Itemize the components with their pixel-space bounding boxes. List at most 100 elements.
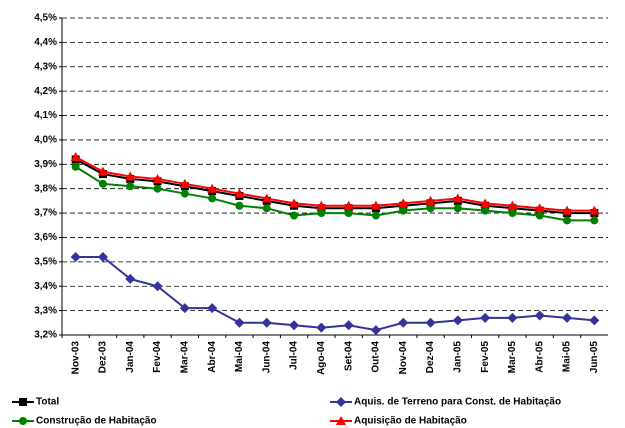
point bbox=[481, 206, 490, 215]
legend-marker bbox=[336, 397, 346, 407]
point bbox=[398, 198, 409, 208]
point bbox=[534, 310, 545, 321]
series-line bbox=[75, 255, 595, 332]
x-tick-label: Fev-05 bbox=[480, 341, 491, 373]
point bbox=[370, 325, 381, 336]
legend-label: Construção de Habitação bbox=[36, 416, 157, 427]
point bbox=[508, 209, 517, 218]
point bbox=[562, 312, 573, 323]
point bbox=[98, 179, 107, 188]
point bbox=[535, 211, 544, 220]
point bbox=[398, 317, 409, 328]
point bbox=[399, 206, 408, 215]
point bbox=[343, 320, 354, 331]
point bbox=[344, 209, 353, 218]
x-tick-label: Mai-05 bbox=[562, 341, 573, 373]
y-tick-label: 4,5% bbox=[34, 13, 57, 24]
y-tick-label: 4,4% bbox=[34, 37, 57, 48]
point bbox=[589, 205, 600, 215]
x-tick-label: Jun-04 bbox=[261, 341, 272, 374]
x-tick-label: Dez-03 bbox=[98, 341, 109, 374]
x-tick-label: Fev-04 bbox=[152, 341, 163, 373]
point bbox=[290, 211, 299, 220]
point bbox=[317, 209, 326, 218]
point bbox=[179, 303, 190, 314]
point bbox=[234, 188, 245, 198]
y-tick-label: 4,1% bbox=[34, 110, 57, 121]
point bbox=[261, 193, 272, 203]
series-line bbox=[75, 165, 595, 222]
point bbox=[316, 200, 327, 210]
series-line bbox=[75, 156, 595, 212]
y-tick-label: 4,3% bbox=[34, 61, 57, 72]
x-tick-label: Mar-05 bbox=[507, 341, 518, 374]
point bbox=[452, 193, 463, 203]
x-tick-label: Ago-04 bbox=[316, 341, 327, 375]
point bbox=[289, 198, 300, 208]
x-tick-label: Jul-04 bbox=[289, 341, 300, 370]
point bbox=[562, 205, 573, 215]
point bbox=[207, 303, 218, 314]
point bbox=[234, 317, 245, 328]
x-tick-label: Out-04 bbox=[371, 341, 382, 373]
y-tick-label: 3,5% bbox=[34, 256, 57, 267]
legend-marker bbox=[336, 416, 346, 425]
x-tick-label: Dez-04 bbox=[425, 341, 436, 374]
point bbox=[70, 251, 81, 262]
x-tick-label: Jan-04 bbox=[125, 341, 136, 373]
legend-marker bbox=[19, 398, 27, 406]
point bbox=[425, 317, 436, 328]
point bbox=[563, 216, 572, 225]
point bbox=[426, 204, 435, 213]
point bbox=[453, 204, 462, 213]
point bbox=[590, 216, 599, 225]
legend-label: Aquisição de Habitação bbox=[354, 416, 467, 427]
x-tick-label: Nov-04 bbox=[398, 341, 409, 375]
x-tick-label: Jun-05 bbox=[589, 341, 600, 374]
point bbox=[589, 315, 600, 326]
point bbox=[97, 251, 108, 262]
x-tick-label: Mai-04 bbox=[234, 341, 245, 373]
point bbox=[125, 171, 136, 181]
x-tick-label: Nov-03 bbox=[70, 341, 81, 375]
point bbox=[207, 183, 218, 193]
point bbox=[235, 201, 244, 210]
y-tick-label: 3,2% bbox=[34, 330, 57, 341]
y-tick-label: 3,7% bbox=[34, 208, 57, 219]
point bbox=[370, 200, 381, 210]
point bbox=[71, 162, 80, 171]
point bbox=[179, 178, 190, 188]
x-tick-label: Set-04 bbox=[343, 341, 354, 371]
x-tick-label: Abr-04 bbox=[207, 341, 218, 373]
legend-label: Aquis. de Terreno para Const. de Habitaç… bbox=[354, 397, 561, 408]
point bbox=[262, 204, 271, 213]
x-tick-label: Mar-04 bbox=[179, 341, 190, 374]
point bbox=[261, 317, 272, 328]
point bbox=[153, 184, 162, 193]
point bbox=[97, 166, 108, 176]
point bbox=[452, 315, 463, 326]
y-tick-label: 3,4% bbox=[34, 281, 57, 292]
point bbox=[507, 312, 518, 323]
y-tick-label: 3,9% bbox=[34, 159, 57, 170]
point bbox=[507, 200, 518, 210]
point bbox=[70, 151, 81, 161]
point bbox=[152, 281, 163, 292]
point bbox=[152, 173, 163, 183]
x-tick-label: Jan-05 bbox=[452, 341, 463, 373]
point bbox=[180, 189, 189, 198]
y-tick-label: 3,3% bbox=[34, 305, 57, 316]
point bbox=[126, 182, 135, 191]
point bbox=[425, 195, 436, 205]
legend-marker bbox=[19, 417, 27, 425]
y-tick-label: 3,8% bbox=[34, 183, 57, 194]
y-tick-label: 4,2% bbox=[34, 86, 57, 97]
y-tick-label: 3,6% bbox=[34, 232, 57, 243]
point bbox=[125, 273, 136, 284]
point bbox=[208, 194, 217, 203]
point bbox=[316, 322, 327, 333]
point bbox=[371, 211, 380, 220]
legend-label: Total bbox=[36, 397, 59, 408]
y-tick-label: 4,0% bbox=[34, 135, 57, 146]
